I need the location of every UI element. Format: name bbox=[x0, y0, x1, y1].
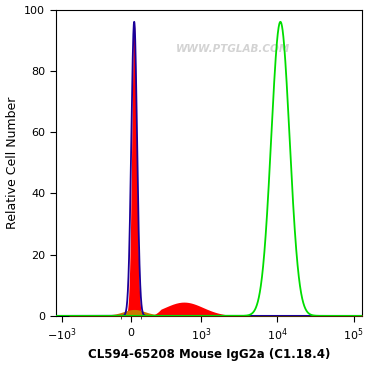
X-axis label: CL594-65208 Mouse IgG2a (C1.18.4): CL594-65208 Mouse IgG2a (C1.18.4) bbox=[88, 348, 330, 361]
Y-axis label: Relative Cell Number: Relative Cell Number bbox=[6, 97, 18, 229]
Text: WWW.PTGLAB.COM: WWW.PTGLAB.COM bbox=[176, 44, 290, 54]
